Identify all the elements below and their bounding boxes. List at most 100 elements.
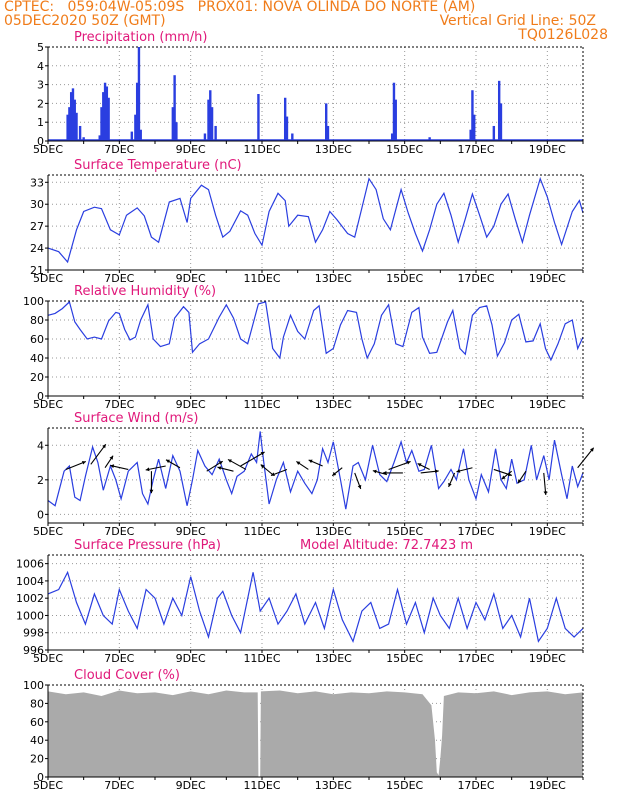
x-tick-label: 7DEC (104, 779, 134, 792)
y-tick-label: 40 (30, 734, 44, 747)
x-tick-label: 15DEC (386, 525, 423, 538)
precip-bar (428, 137, 431, 141)
wind-arrowhead (332, 472, 337, 476)
x-tick-label: 17DEC (457, 143, 494, 156)
x-tick-label: 9DEC (176, 143, 206, 156)
x-tick-label: 5DEC (33, 272, 63, 285)
panel-title: Surface Pressure (hPa) (74, 538, 221, 553)
precip-bar (71, 88, 75, 141)
wind-arrowhead (517, 479, 522, 484)
x-tick-label: 7DEC (104, 652, 134, 665)
x-tick-label: 11DEC (243, 143, 280, 156)
x-tick-label: 5DEC (33, 652, 63, 665)
x-tick-label: 17DEC (457, 779, 494, 792)
wind-arrowhead (308, 459, 313, 464)
y-tick-label: 33 (30, 176, 44, 189)
y-tick-label: 40 (30, 352, 44, 365)
wind-arrowhead (417, 463, 422, 467)
wind-arrowhead (228, 459, 232, 463)
wind-arrowhead (406, 460, 411, 465)
precip-bar (473, 114, 476, 141)
panel-title: Surface Temperature (nC) (74, 158, 242, 173)
precip-bar (214, 125, 217, 141)
wind-arrowhead (218, 461, 223, 465)
y-tick-label: 100 (23, 679, 44, 692)
y-tick-label: 4 (37, 439, 44, 452)
panel-title: Precipitation (mm/h) (74, 30, 207, 45)
precip-bar (209, 90, 212, 141)
wind-arrowhead (145, 467, 150, 472)
x-tick-label: 9DEC (176, 398, 206, 411)
wind-arrowhead (149, 489, 154, 494)
wind-arrowhead (448, 482, 452, 487)
x-tick-label: 9DEC (176, 652, 206, 665)
x-tick-label: 19DEC (529, 398, 566, 411)
y-tick-label: 21 (30, 264, 44, 277)
y-tick-label: 5 (37, 41, 44, 54)
precip-bar (68, 107, 71, 141)
y-tick-label: 30 (30, 198, 44, 211)
y-tick-label: 996 (23, 644, 44, 657)
x-tick-label: 11DEC (243, 779, 280, 792)
x-tick-label: 13DEC (315, 272, 352, 285)
precip-bar (134, 114, 137, 141)
y-tick-label: 27 (30, 220, 44, 233)
wind-arrowhead (260, 452, 265, 456)
wind-arrowhead (296, 461, 301, 465)
precip-bar (135, 82, 139, 141)
precip-bar (175, 122, 178, 141)
header-grid-line: Vertical Grid Line: 50Z (439, 13, 596, 29)
precip-bar (499, 103, 503, 141)
precip-bar (105, 86, 109, 141)
x-tick-label: 15DEC (386, 272, 423, 285)
x-tick-label: 13DEC (315, 398, 352, 411)
y-tick-label: 24 (30, 242, 44, 255)
x-tick-label: 13DEC (315, 143, 352, 156)
precip-bar (82, 137, 85, 141)
y-tick-label: 1 (37, 116, 44, 129)
wind-arrowhead (501, 475, 506, 480)
precip-bar (130, 131, 134, 141)
precip-bar (171, 107, 175, 141)
precip-bar (394, 99, 397, 141)
panel-subtitle: Model Altitude: 72.7423 m (300, 538, 473, 553)
wind-arrowhead (81, 461, 86, 465)
x-tick-label: 17DEC (457, 652, 494, 665)
x-tick-label: 7DEC (104, 143, 134, 156)
precip-bar (103, 82, 107, 141)
precip-bar (291, 133, 294, 141)
x-tick-label: 5DEC (33, 779, 63, 792)
precip-bar (471, 90, 474, 141)
x-tick-label: 19DEC (529, 652, 566, 665)
panel-title: Surface Wind (m/s) (74, 411, 198, 426)
precip-bar (102, 92, 105, 141)
wind-arrowhead (543, 491, 548, 495)
x-tick-label: 5DEC (33, 143, 63, 156)
x-tick-label: 11DEC (243, 272, 280, 285)
x-tick-label: 15DEC (386, 398, 423, 411)
x-tick-label: 13DEC (315, 525, 352, 538)
x-tick-label: 7DEC (104, 272, 134, 285)
x-tick-label: 9DEC (176, 779, 206, 792)
wind-arrowhead (109, 455, 114, 460)
y-tick-label: 60 (30, 716, 44, 729)
header-location: CPTEC: 059:04W-05:09S PROX01: NOVA OLIND… (4, 0, 476, 15)
x-tick-label: 17DEC (457, 525, 494, 538)
y-tick-label: 0 (37, 390, 44, 403)
wind-arrowhead (110, 464, 115, 469)
y-tick-label: 1002 (16, 592, 44, 605)
wind-arrowhead (357, 484, 362, 489)
y-tick-label: 80 (30, 314, 44, 327)
series-line (47, 300, 584, 362)
y-tick-label: 2 (37, 474, 44, 487)
precip-bar (283, 97, 287, 141)
y-tick-label: 20 (30, 371, 44, 384)
wind-arrowhead (166, 459, 170, 464)
precip-bar (73, 99, 76, 141)
precip-bar (173, 75, 176, 141)
precip-bar (66, 114, 69, 141)
wind-arrow (577, 447, 595, 469)
x-tick-label: 15DEC (386, 779, 423, 792)
precip-bar (98, 135, 101, 141)
